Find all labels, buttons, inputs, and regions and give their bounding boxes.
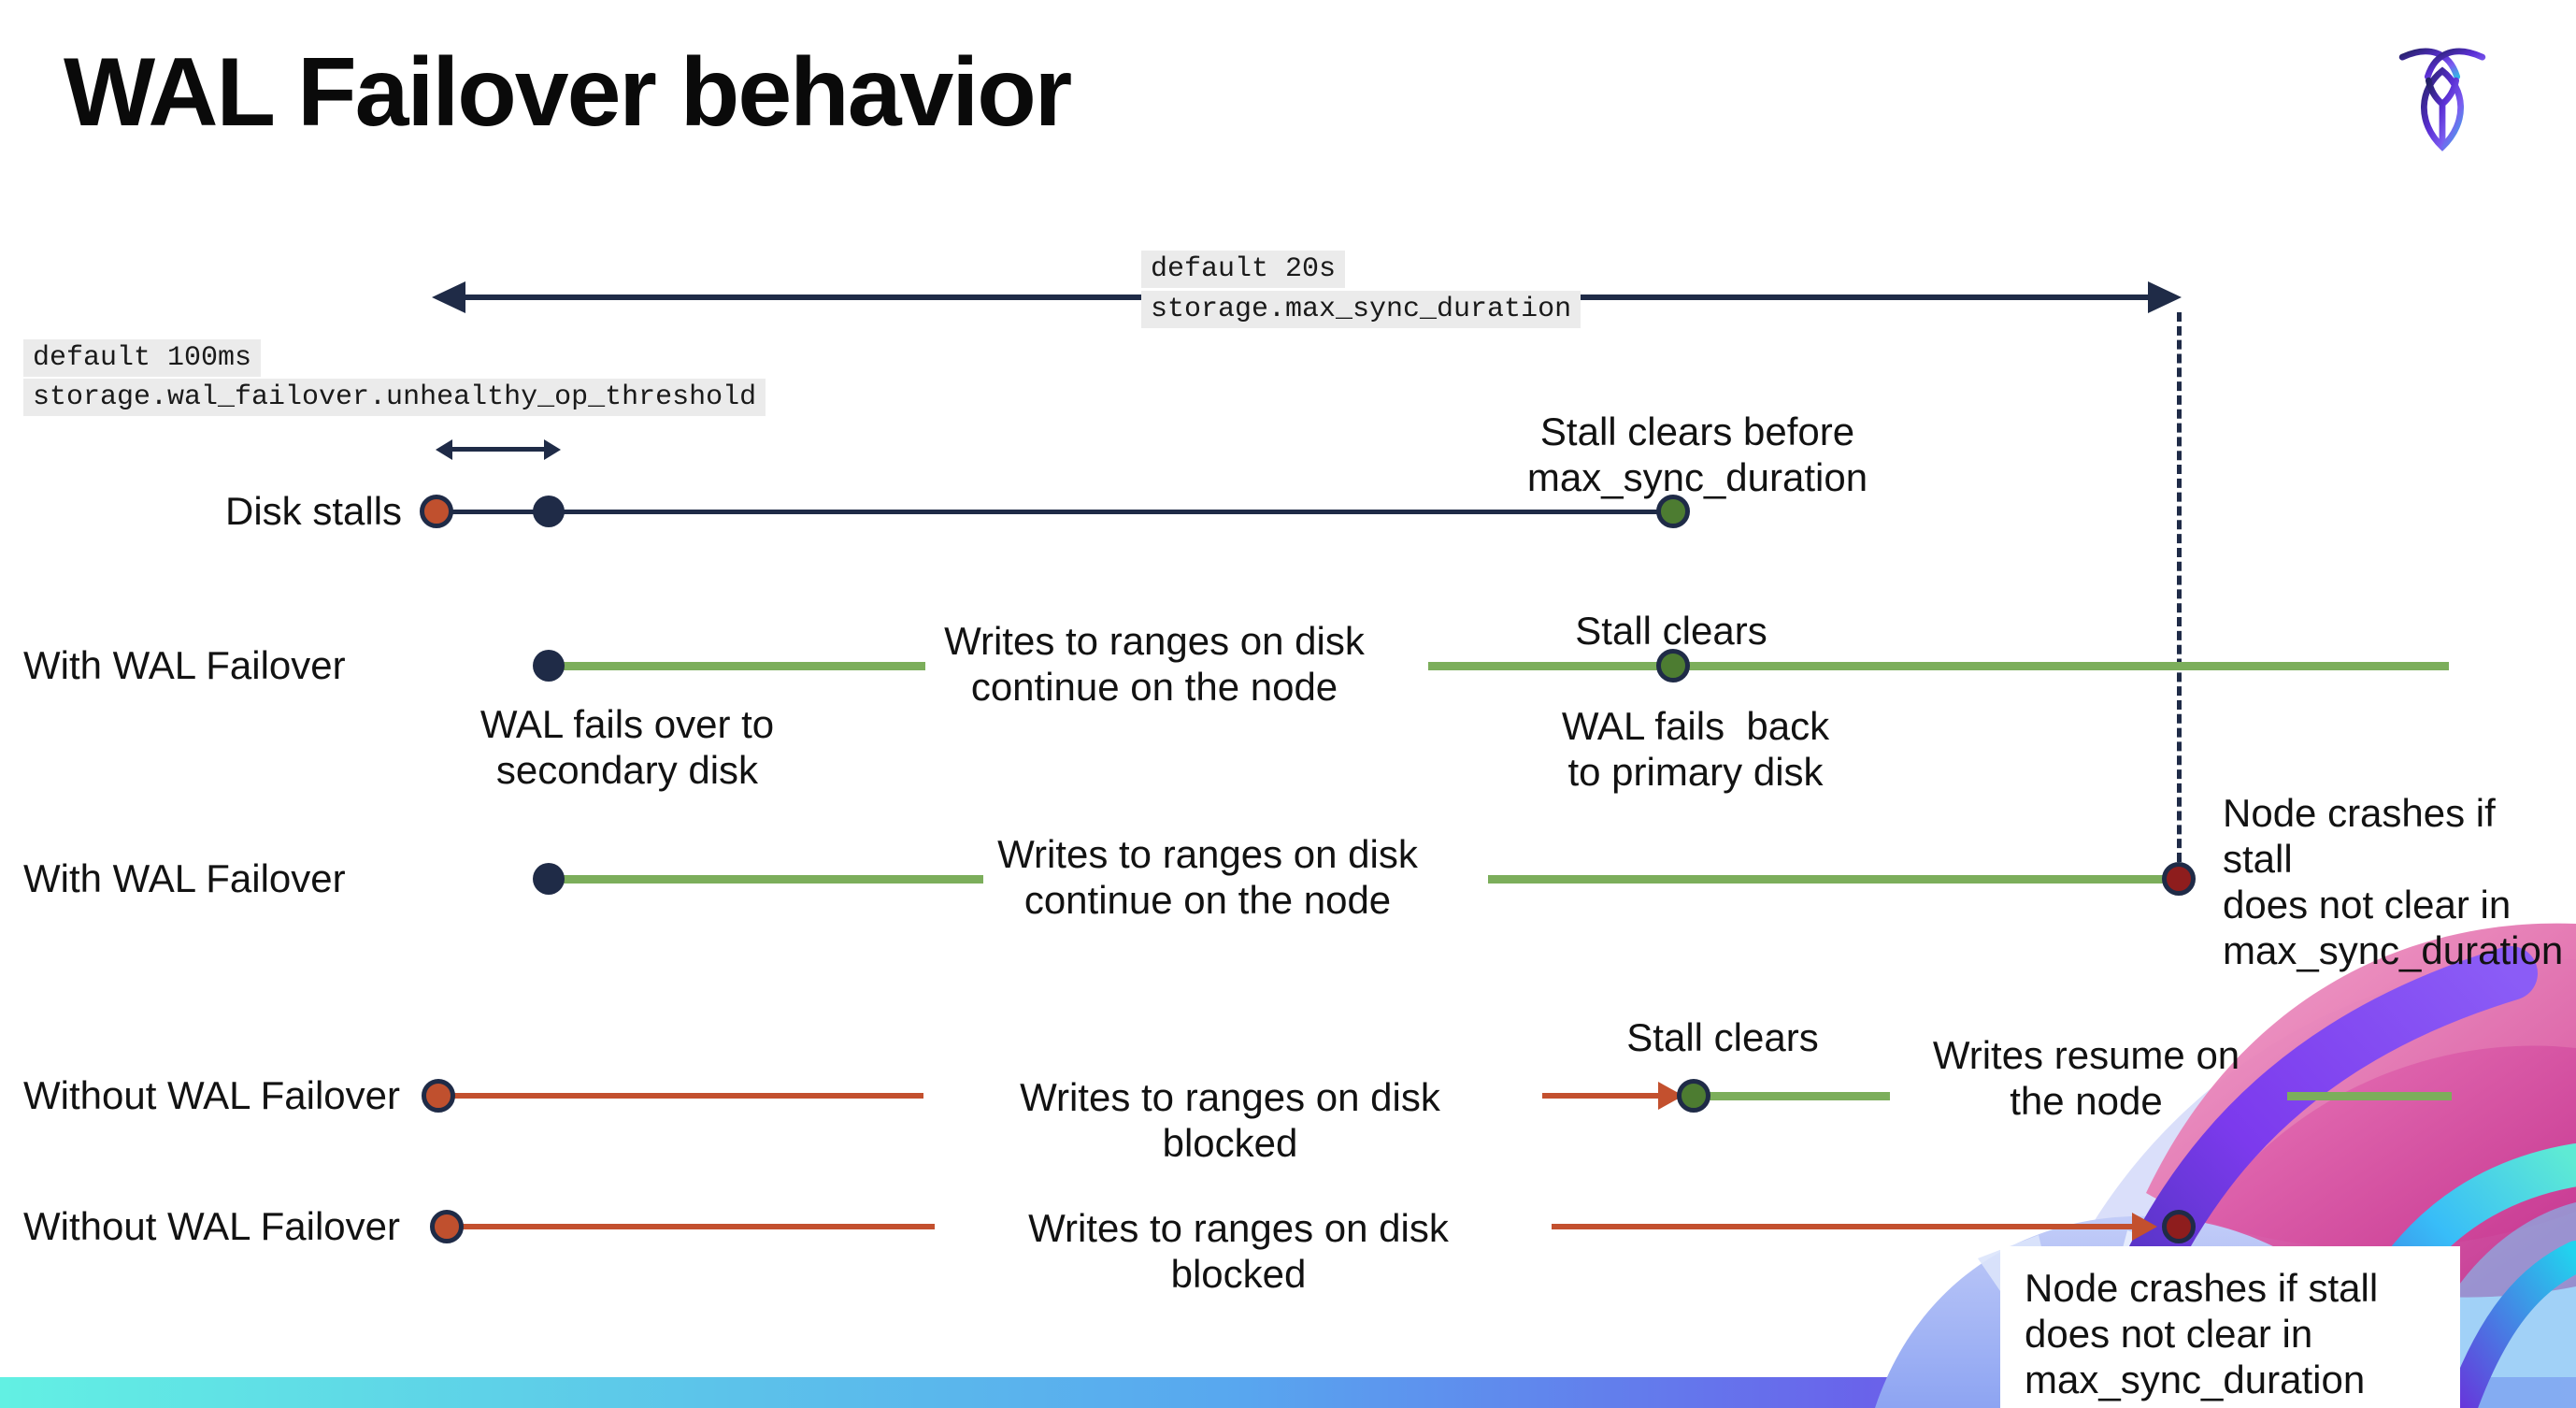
disk-stall-start-dot: [420, 495, 453, 528]
note-stall-clears-row3: Stall clears: [1626, 1015, 1819, 1059]
stall-clears-dot-row3: [1677, 1079, 1710, 1113]
wal-failover-dot-row1: [533, 650, 565, 682]
note-writes-blocked-row3: Writes to ranges on disk blocked: [1020, 1075, 1463, 1166]
row3-red-segment-b: [1542, 1093, 1666, 1099]
page-title: WAL Failover behavior: [64, 38, 1072, 147]
note-writes-blocked-row4: Writes to ranges on disk blocked: [1028, 1206, 1471, 1297]
note-stall-clears-row1: Stall clears: [1575, 609, 1767, 653]
stall-clears-dot-top: [1656, 495, 1690, 528]
note-node-crashes-row4: Node crashes if stall does not clear in …: [2025, 1266, 2379, 1402]
node-crashes-callout-box: Node crashes if stall does not clear in …: [2000, 1246, 2460, 1408]
row4-red-arrowhead: [2132, 1213, 2157, 1241]
note-node-crashes-row2: Node crashes if stall does not clear in …: [2223, 791, 2564, 973]
threshold-default-label: default 100ms: [23, 339, 262, 377]
row2-green-segment-b: [1488, 875, 2165, 884]
disk-stall-dot-row3: [422, 1079, 455, 1113]
row-label-without-wal-2: Without WAL Failover: [23, 1204, 400, 1248]
threshold-span-line: [451, 447, 546, 452]
threshold-setting-label: storage.wal_failover.unhealthy_op_thresh…: [23, 379, 766, 416]
logo-stem: [2425, 77, 2460, 149]
art-magenta-petal: [2202, 1045, 2576, 1298]
note-writes-continue-row2: Writes to ranges on disk continue on the…: [997, 832, 1418, 923]
row-label-with-wal-2: With WAL Failover: [23, 856, 346, 900]
note-wal-fails-back: WAL fails back to primary disk: [1561, 704, 1830, 795]
row-label-disk-stalls: Disk stalls: [225, 489, 403, 533]
note-stall-clears-before: Stall clears before max_sync_duration: [1526, 409, 1868, 500]
row3-red-segment-a: [452, 1093, 923, 1099]
row3-green-segment-a: [1707, 1092, 1890, 1100]
max-sync-default-label: default 20s: [1141, 251, 1346, 288]
note-writes-resume: Writes resume on the node: [1932, 1033, 2240, 1124]
wal-failover-dot-row2: [533, 863, 565, 895]
row4-red-segment-a: [461, 1224, 935, 1229]
max-sync-arrowhead-right: [2148, 281, 2182, 313]
note-wal-fails-over: WAL fails over to secondary disk: [479, 702, 775, 793]
node-crash-dot-row4: [2162, 1210, 2196, 1243]
stall-clears-dot-row1: [1656, 649, 1690, 682]
row1-green-segment-a: [561, 662, 925, 670]
disk-stalls-timeline: [436, 510, 1673, 514]
node-crash-dot-row2: [2162, 862, 2196, 896]
note-writes-continue-row1: Writes to ranges on disk continue on the…: [944, 619, 1365, 710]
row-label-with-wal-1: With WAL Failover: [23, 643, 346, 687]
row1-green-segment-b: [1428, 662, 2449, 670]
row2-green-segment-a: [561, 875, 983, 884]
max-sync-deadline-dashed-line: [2177, 312, 2182, 862]
art-cyan-leg-small: [2443, 1241, 2576, 1408]
threshold-arrowhead-left: [436, 439, 452, 460]
failover-threshold-dot: [533, 496, 565, 527]
row4-red-segment-b: [1552, 1224, 2133, 1229]
threshold-arrowhead-right: [544, 439, 561, 460]
logo-antenna-left: [2398, 48, 2461, 80]
max-sync-setting-label: storage.max_sync_duration: [1141, 291, 1581, 328]
row3-green-segment-b: [2287, 1092, 2452, 1100]
logo-antenna-right: [2424, 48, 2486, 80]
row-label-without-wal-1: Without WAL Failover: [23, 1073, 400, 1117]
disk-stall-dot-row4: [430, 1210, 464, 1243]
cockroachdb-logo-icon: [2398, 48, 2486, 151]
